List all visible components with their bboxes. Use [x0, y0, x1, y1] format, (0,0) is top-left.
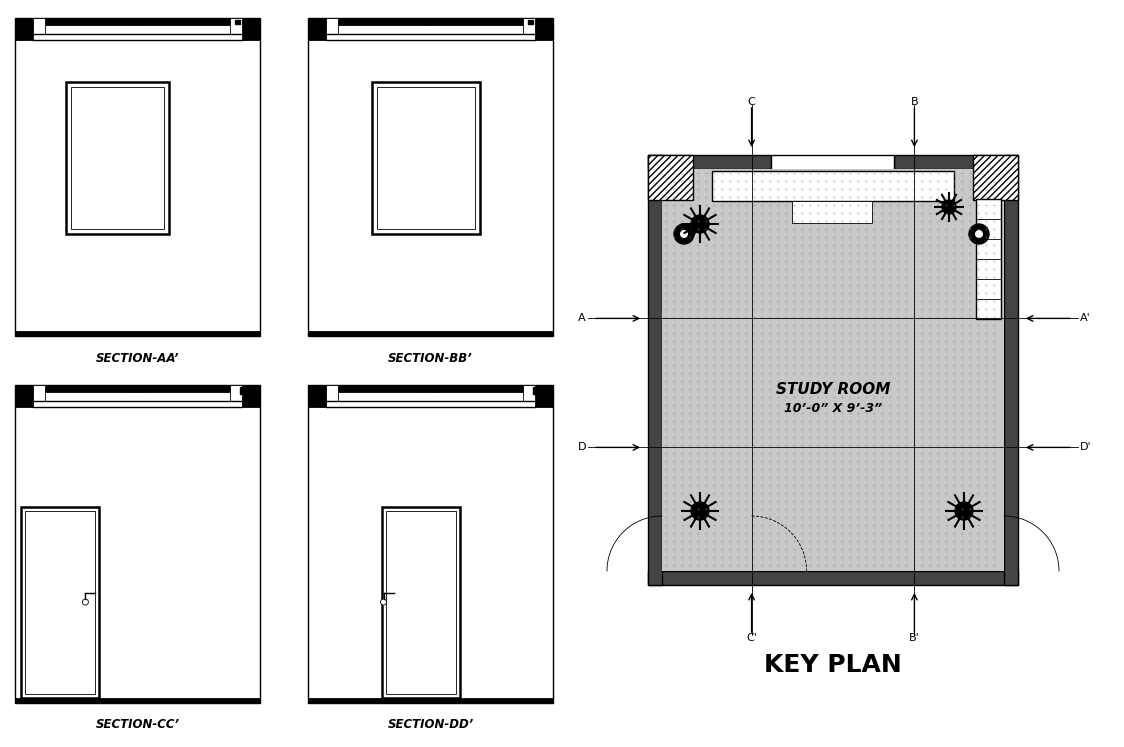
Text: STUDY ROOM: STUDY ROOM [776, 382, 890, 397]
Text: A: A [579, 314, 586, 323]
Bar [308, 385, 326, 407]
Bar [230, 18, 242, 34]
Bar [649, 155, 662, 585]
Bar [771, 155, 894, 183]
Bar [33, 18, 45, 34]
Bar [66, 81, 170, 235]
Bar [139, 387, 144, 391]
Bar [326, 18, 338, 34]
Text: KEY PLAN: KEY PLAN [764, 653, 901, 677]
Bar [308, 331, 553, 336]
Text: SECTION-CC’: SECTION-CC’ [96, 719, 180, 731]
Bar [973, 155, 1018, 200]
Bar [241, 387, 247, 394]
Circle shape [969, 224, 989, 244]
Bar [649, 155, 694, 200]
Bar [230, 385, 242, 401]
Bar [792, 201, 872, 223]
Bar [15, 18, 260, 336]
Text: SECTION-DD’: SECTION-DD’ [388, 719, 473, 731]
Circle shape [955, 502, 973, 520]
Bar [308, 698, 553, 703]
Text: A': A' [1080, 314, 1090, 323]
Bar [662, 169, 1004, 571]
Bar [20, 20, 25, 24]
Bar [312, 20, 318, 24]
Bar [649, 571, 1018, 585]
Circle shape [381, 599, 387, 605]
Bar [312, 387, 318, 391]
Bar [308, 18, 326, 40]
Bar [308, 18, 553, 25]
Bar [15, 331, 260, 336]
Bar [21, 507, 99, 698]
Circle shape [975, 230, 984, 238]
Text: SECTION-BB’: SECTION-BB’ [388, 352, 473, 365]
Bar [523, 18, 535, 34]
Text: D': D' [1080, 442, 1091, 453]
Bar [72, 87, 164, 229]
Circle shape [691, 502, 709, 520]
Text: D: D [578, 442, 586, 453]
Bar [308, 385, 553, 703]
Bar [308, 385, 553, 392]
Bar [381, 507, 460, 698]
Bar [15, 18, 33, 40]
Bar [33, 385, 45, 401]
Text: B': B' [909, 633, 919, 643]
Circle shape [674, 224, 694, 244]
Bar [535, 385, 553, 407]
Bar [15, 385, 33, 407]
Bar [235, 20, 241, 24]
Bar [711, 171, 954, 201]
Bar [377, 87, 474, 229]
Bar [15, 18, 260, 25]
Bar [242, 385, 260, 407]
Bar [894, 155, 1017, 169]
Bar [535, 18, 553, 40]
Circle shape [82, 599, 89, 605]
Bar [432, 387, 437, 391]
Text: C: C [747, 97, 755, 107]
Bar [976, 199, 1001, 319]
Bar [20, 387, 25, 391]
Bar [25, 511, 96, 694]
Bar [528, 20, 533, 24]
Bar [649, 155, 771, 169]
Text: SECTION-AA’: SECTION-AA’ [96, 352, 179, 365]
Circle shape [680, 230, 688, 238]
Circle shape [942, 200, 957, 214]
Bar [372, 81, 480, 235]
Text: C': C' [746, 633, 758, 643]
Bar [426, 20, 430, 24]
Bar [15, 385, 260, 703]
Bar [308, 18, 553, 336]
Bar [533, 387, 540, 394]
Bar [242, 18, 260, 40]
Bar [420, 387, 425, 391]
Bar [386, 511, 456, 694]
Bar [133, 20, 138, 24]
Text: 10’-0” X 9’-3”: 10’-0” X 9’-3” [783, 401, 882, 415]
Text: B: B [910, 97, 918, 107]
Bar [1004, 155, 1018, 585]
Bar [15, 698, 260, 703]
Bar [326, 385, 338, 401]
Circle shape [691, 215, 709, 233]
Bar [523, 385, 535, 401]
Bar [15, 385, 260, 392]
Bar [127, 387, 132, 391]
